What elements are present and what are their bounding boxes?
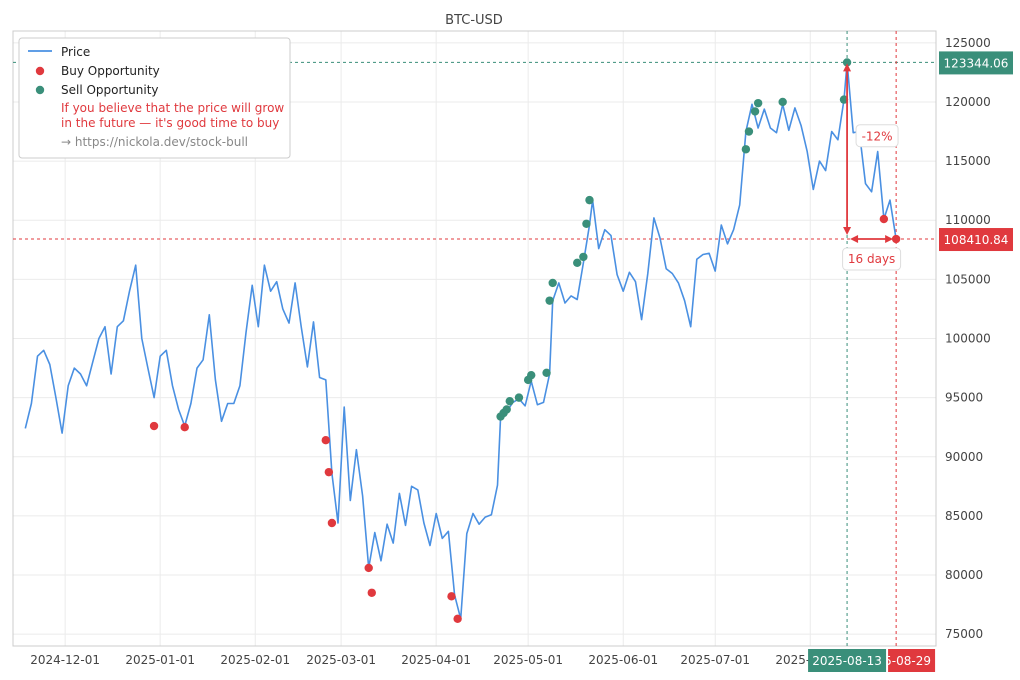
chart-title: BTC-USD xyxy=(445,13,503,28)
legend-sell-swatch xyxy=(35,85,45,95)
high-date-badge xyxy=(808,649,887,672)
sell-opportunity-point xyxy=(514,393,524,402)
x-tick-label: 2025-07-01 xyxy=(680,653,750,667)
current-price-badge xyxy=(939,228,1013,252)
duration-arrow-left-head xyxy=(850,235,859,244)
sell-opportunity-point xyxy=(744,127,754,136)
buy-opportunity-point xyxy=(447,592,456,601)
high-date-badge-label: 2025-08-13 xyxy=(812,654,882,668)
y-tick-label: 95000 xyxy=(945,391,983,405)
buy-opportunity-point xyxy=(324,467,334,477)
legend-price-label: Price xyxy=(61,45,90,59)
sell-opportunity-point xyxy=(839,95,849,104)
y-tick-label: 105000 xyxy=(945,272,991,286)
buy-opportunity-point xyxy=(327,518,337,528)
sell-opportunity-point xyxy=(527,370,536,380)
buy-opportunity-point xyxy=(364,563,373,573)
current-date-badge-label: 2025-08-29 xyxy=(861,654,931,668)
y-tick-label: 75000 xyxy=(945,627,983,641)
sell-opportunity-point xyxy=(585,195,594,205)
sell-opportunity-point xyxy=(545,296,554,305)
buy-opportunity-point xyxy=(149,421,159,431)
buy-opportunity-point xyxy=(180,423,189,432)
buy-opportunity-point xyxy=(891,234,901,244)
x-axis-ticks: 2024-12-01 2025-01-01 2025-02-01 2025-03-01… xyxy=(30,653,845,667)
y-tick-label: 90000 xyxy=(945,450,983,464)
x-tick-label: 2025-04-01 xyxy=(401,653,471,667)
opportunity-markers xyxy=(149,58,901,623)
buy-opportunity-point xyxy=(321,436,330,445)
x-tick-label: 2025-01-01 xyxy=(125,653,195,667)
grid-lines xyxy=(13,31,936,646)
sell-opportunity-point xyxy=(548,278,557,288)
y-axis-ticks: 75000 80000 85000 90000 95000 100000 105000 110… xyxy=(945,36,991,641)
sell-opportunity-point xyxy=(505,396,514,406)
current-price-badge-label: 108410.84 xyxy=(944,233,1009,247)
sell-opportunity-point xyxy=(778,97,787,107)
y-tick-label: 110000 xyxy=(945,213,991,227)
sell-opportunity-point xyxy=(582,219,591,228)
current-date-badge xyxy=(888,649,936,672)
buy-opportunity-point xyxy=(453,614,462,623)
sell-opportunity-point xyxy=(741,145,751,154)
x-tick-label: 2025-02-01 xyxy=(220,653,290,667)
days-label: 16 days xyxy=(848,252,895,266)
y-tick-label: 115000 xyxy=(945,154,991,168)
change-percent-label: -12% xyxy=(862,130,893,144)
x-tick-label: 2025-03-01 xyxy=(306,653,376,667)
high-price-badge xyxy=(939,51,1013,75)
sell-opportunity-point xyxy=(579,252,588,262)
days-box xyxy=(842,247,902,271)
annotations: -12% 16 days 123344.06 108410.84 2025-08-132… xyxy=(808,51,1013,672)
sell-opportunity-point xyxy=(753,98,763,108)
x-tick-label: 2024-12-01 xyxy=(30,653,100,667)
price-line xyxy=(24,61,897,620)
sell-opportunity-point xyxy=(502,405,511,414)
legend: Price Buy Opportunity Sell Opportunity If y… xyxy=(18,37,291,159)
sell-opportunity-point xyxy=(750,107,760,116)
legend-sell-label: Sell Opportunity xyxy=(61,83,159,97)
y-tick-label: 100000 xyxy=(945,332,991,346)
sell-opportunity-point xyxy=(573,258,582,268)
drop-arrow-down-head xyxy=(843,227,852,236)
x-tick-label: 2025-05-01 xyxy=(493,653,563,667)
y-tick-label: 125000 xyxy=(945,36,991,50)
legend-buy-swatch xyxy=(35,66,45,76)
y-tick-label: 80000 xyxy=(945,568,983,582)
duration-arrow-right-head xyxy=(885,235,894,244)
buy-opportunity-point xyxy=(367,588,376,597)
y-tick-label: 120000 xyxy=(945,95,991,109)
y-tick-label: 85000 xyxy=(945,509,983,523)
legend-buy-label: Buy Opportunity xyxy=(61,64,160,78)
sell-opportunity-point xyxy=(842,58,852,67)
legend-note-line-2: in the future — it's good time to buy xyxy=(61,116,279,130)
sell-opportunity-point xyxy=(542,368,551,377)
price-series xyxy=(24,61,897,620)
drop-arrow-up-head xyxy=(843,63,852,72)
buy-opportunity-point xyxy=(879,214,889,224)
legend-link: → https://nickola.dev/stock-bull xyxy=(61,135,248,149)
plot-area-frame xyxy=(12,30,937,647)
legend-note-line-1: If you believe that the price will grow xyxy=(61,101,284,115)
x-tick-label: 2025-06-01 xyxy=(588,653,658,667)
legend-box xyxy=(18,37,291,159)
change-percent-box xyxy=(855,124,899,148)
high-price-badge-label: 123344.06 xyxy=(944,56,1009,70)
